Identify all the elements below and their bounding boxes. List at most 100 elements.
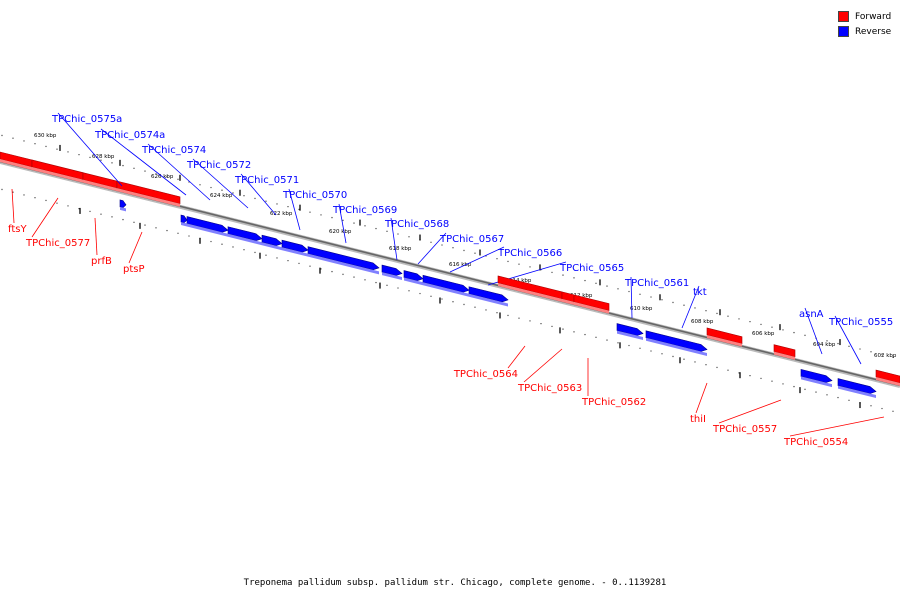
gene-ptsp[interactable]: ptsP xyxy=(116,180,181,275)
tick-label: 602 kbp xyxy=(874,353,897,359)
gene-tpchic-0565-shade xyxy=(469,293,508,307)
gene-tkt-body[interactable] xyxy=(645,330,708,352)
dot-upper xyxy=(650,296,652,298)
gene-tpchic-0574[interactable]: TPChic_0574 xyxy=(141,143,229,237)
dot-upper xyxy=(320,214,322,216)
gene-tpchic-0562-shade xyxy=(574,301,609,314)
gene-tpchic-0564[interactable]: TPChic_0564 xyxy=(453,275,563,380)
tick-label: 610 kbp xyxy=(630,306,653,312)
tick-label: 628 kbp xyxy=(92,154,115,160)
dot-lower xyxy=(529,320,531,322)
gene-tpchic-0561[interactable]: TPChic_0561 xyxy=(616,276,689,341)
gene-tpchic-0570[interactable]: TPChic_0570 xyxy=(281,188,347,257)
gene-tpchic-0572[interactable]: TPChic_0572 xyxy=(186,158,263,246)
dot-lower xyxy=(177,232,179,235)
dot-upper xyxy=(78,153,80,156)
dot-upper xyxy=(45,145,47,148)
dot-lower xyxy=(430,295,432,297)
gene-tpchic-0570-body[interactable] xyxy=(281,239,309,253)
gene-tpchic-0565-body[interactable] xyxy=(468,286,509,303)
gene-tpchic-0574a-shade xyxy=(181,222,187,227)
dot-lower xyxy=(232,246,234,248)
dot-upper xyxy=(34,143,36,145)
gene-tpchic-0574-body[interactable] xyxy=(186,216,229,233)
gene-ftsy[interactable]: ftsY xyxy=(0,151,33,235)
dot-lower xyxy=(804,388,806,391)
dot-lower xyxy=(496,312,498,314)
gene-tpchic-0569[interactable]: TPChic_0569 xyxy=(307,203,397,275)
gene-tpchic-0562-label: TPChic_0562 xyxy=(581,397,646,408)
dot-upper xyxy=(661,299,663,301)
gene-prfb[interactable]: prfB xyxy=(82,172,118,267)
dot-upper xyxy=(606,285,608,287)
forward-swatch xyxy=(838,11,849,22)
gene-tpchic-0572-connector xyxy=(192,158,249,209)
dot-upper xyxy=(210,186,212,189)
dot-upper xyxy=(221,189,223,191)
gene-tpchic-0561-body[interactable] xyxy=(616,323,644,336)
dot-upper xyxy=(738,318,740,320)
dot-upper xyxy=(628,290,630,293)
dot-lower xyxy=(595,336,597,339)
gene-tpchic-0572-body[interactable] xyxy=(227,226,263,242)
gene-tpchic-0577-shade xyxy=(32,166,83,183)
dot-lower xyxy=(705,364,707,366)
dot-lower xyxy=(617,342,619,344)
dot-lower xyxy=(650,350,652,352)
gene-tpchic-0575a-body[interactable] xyxy=(119,199,127,208)
gene-tpchic-0574a[interactable]: TPChic_0574a xyxy=(94,128,188,227)
gene-asna[interactable]: asnA xyxy=(799,307,833,388)
dot-lower xyxy=(881,407,883,410)
gene-tpchic-0569-body[interactable] xyxy=(307,246,380,271)
dot-lower xyxy=(540,322,542,325)
dot-upper xyxy=(133,167,135,170)
dot-lower xyxy=(584,333,586,336)
gene-tpchic-0563-shade xyxy=(562,298,574,305)
gene-tpchic-0555-body[interactable] xyxy=(837,378,877,394)
gene-tpchic-0567-body[interactable] xyxy=(403,270,424,282)
gene-tpchic-0554[interactable]: TPChic_0554 xyxy=(783,369,900,448)
gene-tpchic-0567[interactable]: TPChic_0567 xyxy=(403,232,504,286)
dot-lower xyxy=(782,383,784,385)
dot-upper xyxy=(826,340,828,342)
gene-tpchic-0562[interactable]: TPChic_0562 xyxy=(573,294,646,408)
gene-tpchic-0566-body[interactable] xyxy=(422,274,470,293)
gene-tpchic-0566[interactable]: TPChic_0566 xyxy=(422,246,562,297)
gene-tpchic-0577-label: TPChic_0577 xyxy=(25,238,90,249)
gene-tpchic-0566-label: TPChic_0566 xyxy=(497,248,562,259)
dot-upper xyxy=(617,288,619,290)
dot-lower xyxy=(848,399,850,402)
gene-tkt[interactable]: tkt xyxy=(645,285,708,356)
gene-tpchic-0574a-body[interactable] xyxy=(180,214,188,224)
gene-prfb-label: prfB xyxy=(91,256,112,267)
gene-tpchic-0568[interactable]: TPChic_0568 xyxy=(381,217,449,281)
dot-upper xyxy=(562,274,564,276)
gene-tpchic-0577[interactable]: TPChic_0577 xyxy=(25,159,90,249)
gene-tpchic-0554-connector xyxy=(789,416,885,437)
dot-lower xyxy=(221,243,223,245)
gene-tpchic-0557[interactable]: TPChic_0557 xyxy=(712,344,796,435)
gene-tpchic-0574a-label: TPChic_0574a xyxy=(94,130,165,141)
gene-tpchic-0571-body[interactable] xyxy=(261,234,283,247)
dot-lower xyxy=(375,281,377,284)
gene-tpchic-0555-label: TPChic_0555 xyxy=(828,317,893,328)
gene-thii[interactable]: thiI xyxy=(690,327,743,425)
dot-upper xyxy=(716,312,718,315)
dot-upper xyxy=(232,192,234,194)
dot-lower xyxy=(441,298,443,300)
gene-tpchic-0567-label: TPChic_0567 xyxy=(439,234,504,245)
dot-upper xyxy=(672,301,674,304)
gene-tpchic-0554-body[interactable] xyxy=(875,369,900,384)
gene-asna-body[interactable] xyxy=(800,368,833,383)
gene-tpchic-0575a[interactable]: TPChic_0575a xyxy=(51,112,127,212)
dot-upper xyxy=(837,342,839,345)
gene-tpchic-0568-body[interactable] xyxy=(381,264,403,276)
dot-upper xyxy=(474,252,476,254)
gene-tpchic-0569-shade xyxy=(308,253,379,275)
dot-lower xyxy=(331,270,333,273)
gene-tpchic-0563[interactable]: TPChic_0563 xyxy=(517,291,582,394)
gene-tpchic-0555[interactable]: TPChic_0555 xyxy=(828,315,893,399)
gene-tpchic-0571[interactable]: TPChic_0571 xyxy=(234,173,299,251)
